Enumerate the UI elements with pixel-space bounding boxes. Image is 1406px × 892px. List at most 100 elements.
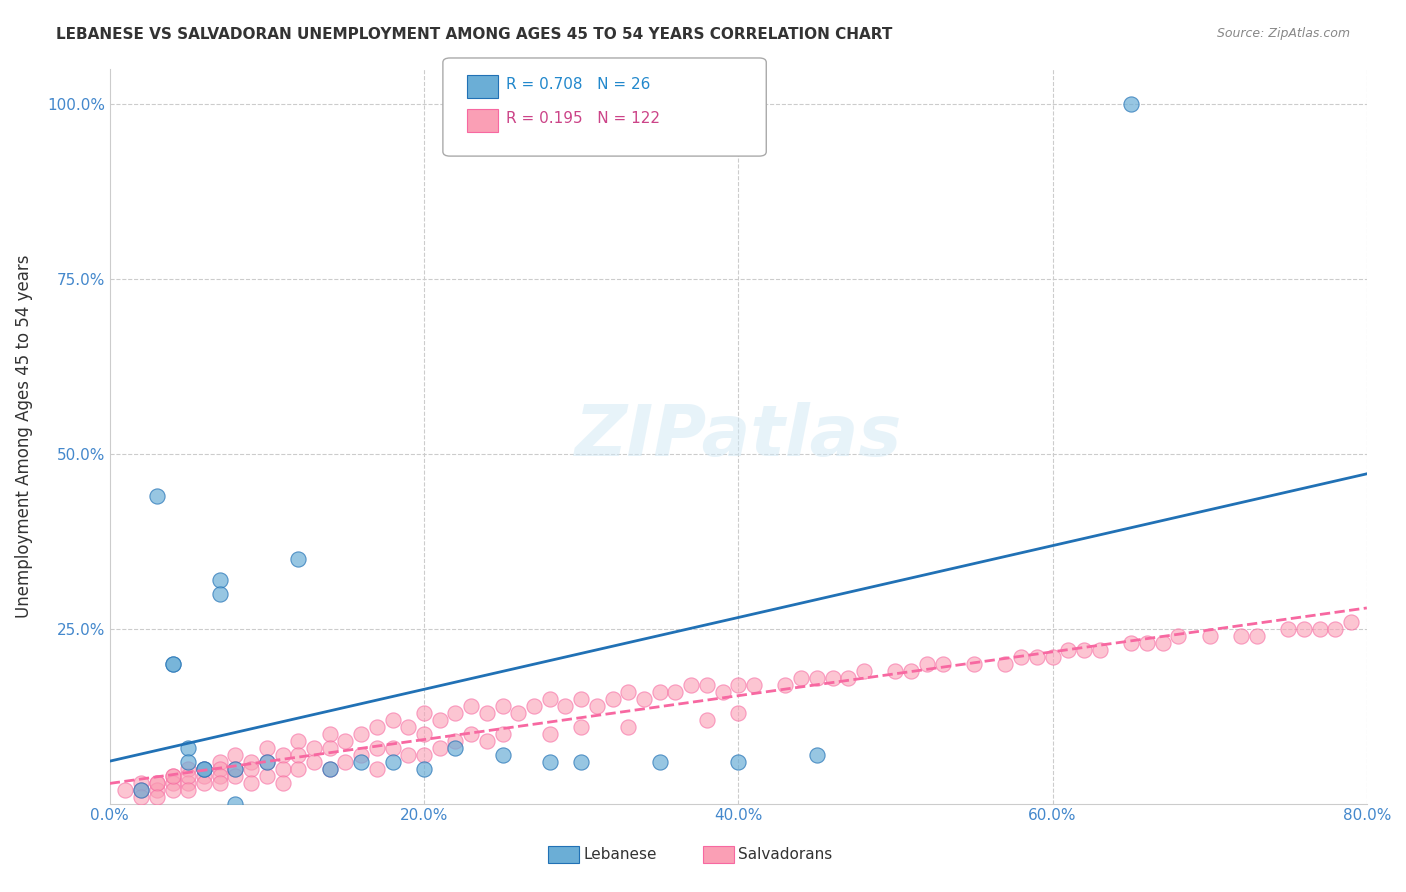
Salvadorans [240, 762, 263, 776]
Lebanese [381, 755, 404, 769]
Salvadorans [177, 762, 200, 776]
Salvadorans [271, 762, 294, 776]
Salvadorans [287, 747, 309, 762]
Salvadorans [146, 775, 169, 789]
Salvadorans [224, 762, 246, 776]
Salvadorans [727, 677, 749, 691]
Salvadorans [350, 726, 373, 740]
Salvadorans [162, 769, 184, 783]
Lebanese [162, 657, 184, 671]
Salvadorans [177, 782, 200, 797]
Salvadorans [491, 698, 513, 713]
Lebanese [208, 573, 231, 587]
Lebanese [806, 747, 828, 762]
Salvadorans [271, 747, 294, 762]
Lebanese [413, 762, 436, 776]
Lebanese [129, 782, 152, 797]
Salvadorans [602, 691, 624, 706]
Lebanese [177, 755, 200, 769]
Salvadorans [508, 706, 530, 720]
Text: Salvadorans: Salvadorans [738, 847, 832, 862]
Salvadorans [994, 657, 1017, 671]
Salvadorans [193, 762, 215, 776]
Salvadorans [931, 657, 953, 671]
Salvadorans [1152, 635, 1174, 649]
Salvadorans [617, 684, 640, 698]
Salvadorans [523, 698, 546, 713]
Salvadorans [129, 782, 152, 797]
Salvadorans [302, 740, 325, 755]
Salvadorans [335, 755, 357, 769]
Salvadorans [633, 691, 655, 706]
Salvadorans [224, 769, 246, 783]
Lebanese [193, 762, 215, 776]
Salvadorans [162, 782, 184, 797]
Salvadorans [664, 684, 686, 698]
Salvadorans [224, 747, 246, 762]
Lebanese [1119, 96, 1142, 111]
Y-axis label: Unemployment Among Ages 45 to 54 years: Unemployment Among Ages 45 to 54 years [15, 254, 32, 618]
Salvadorans [256, 755, 278, 769]
Salvadorans [413, 726, 436, 740]
Lebanese [256, 755, 278, 769]
Salvadorans [256, 740, 278, 755]
Salvadorans [696, 677, 718, 691]
Salvadorans [146, 782, 169, 797]
Salvadorans [884, 664, 907, 678]
Lebanese [224, 797, 246, 811]
Salvadorans [271, 775, 294, 789]
Salvadorans [240, 755, 263, 769]
Salvadorans [114, 782, 136, 797]
Text: LEBANESE VS SALVADORAN UNEMPLOYMENT AMONG AGES 45 TO 54 YEARS CORRELATION CHART: LEBANESE VS SALVADORAN UNEMPLOYMENT AMON… [56, 27, 893, 42]
Salvadorans [208, 775, 231, 789]
Salvadorans [1042, 649, 1064, 664]
Salvadorans [475, 733, 498, 747]
Salvadorans [821, 671, 844, 685]
Salvadorans [162, 775, 184, 789]
Salvadorans [900, 664, 922, 678]
Salvadorans [287, 733, 309, 747]
Lebanese [444, 740, 467, 755]
Salvadorans [429, 713, 451, 727]
Salvadorans [1292, 622, 1315, 636]
Salvadorans [366, 740, 388, 755]
Text: Source: ZipAtlas.com: Source: ZipAtlas.com [1216, 27, 1350, 40]
Salvadorans [1230, 629, 1253, 643]
Salvadorans [538, 726, 561, 740]
Salvadorans [162, 769, 184, 783]
Text: R = 0.195   N = 122: R = 0.195 N = 122 [506, 112, 661, 126]
Lebanese [208, 586, 231, 600]
Text: R = 0.708   N = 26: R = 0.708 N = 26 [506, 78, 651, 92]
Salvadorans [711, 684, 734, 698]
Salvadorans [256, 769, 278, 783]
Salvadorans [1088, 642, 1111, 657]
Salvadorans [853, 664, 876, 678]
Salvadorans [837, 671, 859, 685]
Salvadorans [569, 720, 592, 734]
Salvadorans [806, 671, 828, 685]
Salvadorans [963, 657, 986, 671]
Salvadorans [460, 698, 482, 713]
Salvadorans [554, 698, 576, 713]
Salvadorans [396, 747, 419, 762]
Salvadorans [413, 706, 436, 720]
Lebanese [727, 755, 749, 769]
Salvadorans [413, 747, 436, 762]
Salvadorans [302, 755, 325, 769]
Salvadorans [366, 762, 388, 776]
Salvadorans [1073, 642, 1095, 657]
Salvadorans [1136, 635, 1159, 649]
Salvadorans [475, 706, 498, 720]
Lebanese [648, 755, 671, 769]
Salvadorans [775, 677, 797, 691]
Salvadorans [1167, 629, 1189, 643]
Lebanese [177, 740, 200, 755]
Salvadorans [177, 775, 200, 789]
Text: Lebanese: Lebanese [583, 847, 657, 862]
Salvadorans [491, 726, 513, 740]
Salvadorans [146, 775, 169, 789]
Salvadorans [129, 775, 152, 789]
Salvadorans [1198, 629, 1220, 643]
Salvadorans [742, 677, 765, 691]
Salvadorans [1309, 622, 1331, 636]
